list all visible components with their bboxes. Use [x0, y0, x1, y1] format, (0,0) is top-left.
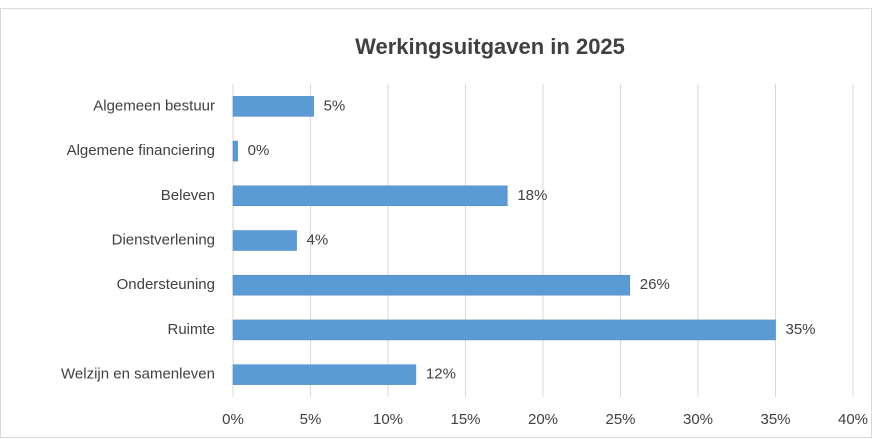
y-tick-label: Dienstverlening	[112, 231, 215, 248]
x-tick-label: 40%	[838, 411, 868, 428]
data-label: 4%	[307, 231, 329, 248]
bar	[232, 274, 631, 296]
chart-title: Werkingsuitgaven in 2025	[355, 34, 625, 59]
chart-border	[0, 8, 872, 438]
data-label: 35%	[786, 321, 816, 338]
x-tick-label: 25%	[605, 411, 635, 428]
y-tick-label: Ondersteuning	[117, 276, 215, 293]
bar	[232, 96, 314, 117]
data-label: 5%	[324, 97, 346, 114]
bar	[232, 185, 508, 207]
data-label: 26%	[640, 276, 670, 293]
bar	[232, 140, 238, 162]
x-tick-label: 30%	[683, 411, 713, 428]
y-tick-label: Algemene financiering	[67, 142, 215, 159]
bar	[232, 230, 297, 251]
data-label: 12%	[426, 366, 456, 383]
y-tick-label: Ruimte	[167, 321, 215, 338]
bar	[232, 319, 776, 341]
data-label: 0%	[248, 142, 270, 159]
bar	[232, 364, 417, 385]
data-label: 18%	[517, 187, 547, 204]
x-tick-label: 0%	[222, 411, 244, 428]
x-tick-label: 15%	[450, 411, 480, 428]
x-tick-label: 20%	[528, 411, 558, 428]
y-tick-label: Welzijn en samenleven	[61, 366, 215, 383]
x-tick-label: 5%	[300, 411, 322, 428]
x-tick-label: 10%	[373, 411, 403, 428]
y-tick-label: Algemeen bestuur	[93, 97, 215, 114]
y-tick-label: Beleven	[161, 187, 215, 204]
x-tick-label: 35%	[760, 411, 790, 428]
